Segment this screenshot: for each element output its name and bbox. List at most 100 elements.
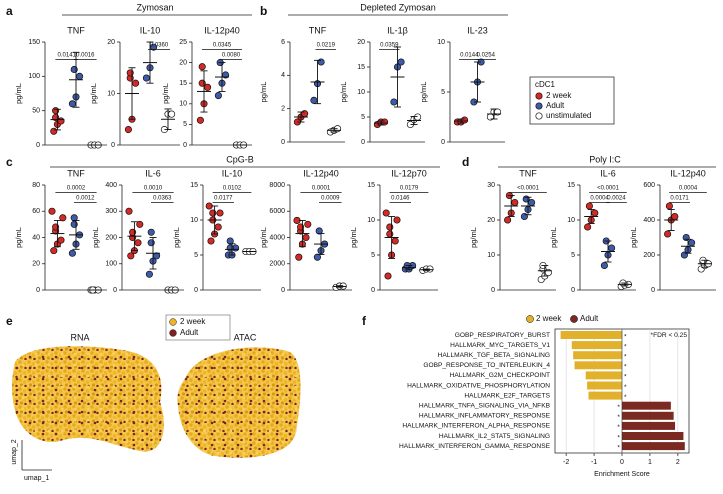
p-value: 0.0102 [223, 186, 242, 192]
data-point [504, 216, 512, 224]
umap-legend-box [165, 314, 231, 341]
legend-label: unstimulated [546, 111, 591, 120]
y-axis-label: pg/mL [259, 82, 268, 103]
bar [622, 411, 674, 420]
bar [622, 442, 685, 451]
y-tick-label: 25 [179, 39, 187, 46]
chart-title: IL-12p40 [204, 25, 240, 35]
data-point [317, 58, 325, 66]
y-tick-label: 10 [437, 39, 445, 46]
y-tick-label: 200 [643, 252, 655, 259]
category-label: GOBP_RESPIRATORY_BURST [455, 332, 550, 339]
legend-label: 2 week [180, 317, 206, 326]
data-point [48, 207, 56, 215]
umap-y-label: umap_2 [11, 439, 18, 464]
data-point [585, 202, 593, 210]
bar [587, 381, 622, 390]
significance: * [624, 343, 627, 350]
y-tick-label: 80 [32, 182, 40, 189]
p-value: 0.0024 [607, 196, 626, 202]
y-tick-label: 10 [567, 217, 575, 224]
y-tick-label: 10 [487, 252, 495, 259]
umap-x-label: umap_1 [24, 475, 49, 482]
y-tick-label: 50 [32, 108, 40, 115]
category-label: GOBP_RESPONSE_TO_INTERLEUKIN_4 [423, 362, 550, 369]
umap-title: ATAC [234, 332, 257, 342]
data-point [591, 209, 599, 217]
y-tick-label: 20 [32, 261, 40, 268]
data-point [393, 216, 401, 224]
panel-letter: f [362, 314, 367, 328]
category-label: HALLMARK_G2M_CHECKPOINT [450, 372, 550, 379]
data-point [168, 110, 176, 118]
legend-swatch [535, 92, 543, 100]
data-point [600, 261, 608, 270]
data-point [390, 98, 398, 106]
category-label: HALLMARK_E2F_TARGETS [464, 392, 550, 399]
data-point [381, 118, 389, 126]
y-tick-label: 0 [281, 287, 285, 294]
category-label: HALLMARK_IL2_STAT5_SIGNALING [439, 433, 550, 440]
category-label: HALLMARK_INFLAMMATORY_RESPONSE [419, 413, 551, 420]
x-tick-label: 0 [620, 459, 624, 466]
chart-title: TNF [67, 168, 85, 178]
data-point [461, 116, 469, 124]
chart-title: IL-1β [387, 25, 408, 35]
p-value: 0.0009 [321, 196, 340, 202]
p-value: 0.0363 [153, 196, 172, 202]
p-value: 0.0219 [317, 43, 336, 49]
legend-label: 2 week [546, 91, 572, 100]
y-axis-label: pg/mL [419, 82, 428, 103]
legend-swatch [535, 112, 543, 120]
panel-title: CpG-B [226, 154, 254, 164]
bar [574, 361, 622, 370]
x-tick-label: -1 [591, 459, 597, 466]
data-point [511, 198, 519, 207]
data-point [124, 126, 132, 134]
data-point [671, 212, 679, 221]
data-point [391, 237, 399, 245]
y-tick-label: 0 [36, 287, 40, 294]
panel-title: Depleted Zymosan [360, 2, 436, 12]
bar [622, 421, 676, 430]
y-tick-label: 0 [441, 139, 445, 146]
y-tick-label: 150 [28, 39, 40, 46]
y-tick-label: 15 [190, 182, 198, 189]
data-point [301, 110, 309, 118]
p-value: 0.0171 [670, 196, 689, 202]
data-point [397, 58, 405, 66]
chart-title: IL-23 [467, 25, 488, 35]
data-point [688, 239, 696, 247]
legend-label: Adult [580, 314, 599, 323]
chart-title: TNF [519, 168, 537, 178]
chart-title: TNF [309, 25, 327, 35]
data-point [127, 252, 135, 260]
legend-swatch [169, 318, 177, 326]
legend-swatch [526, 315, 534, 323]
chart-title: IL-6 [600, 168, 616, 178]
category-label: HALLMARK_OXIDATIVE_PHOSPHORYLATION [407, 382, 550, 389]
y-tick-label: 10 [107, 90, 115, 97]
x-tick-label: -2 [563, 459, 569, 466]
data-point [315, 227, 323, 235]
data-point [304, 220, 312, 228]
y-tick-label: 10 [179, 101, 187, 108]
y-tick-label: 10 [367, 217, 375, 224]
category-label: HALLMARK_INTERFERON_ALPHA_RESPONSE [402, 423, 550, 430]
p-value: 0.0141 [58, 53, 77, 59]
y-tick-label: 5 [571, 252, 575, 259]
y-tick-label: 0 [571, 287, 575, 294]
y-tick-label: 6 [281, 39, 285, 46]
p-value: 0.0254 [477, 53, 496, 59]
y-tick-label: 400 [105, 182, 117, 189]
panel-title: Poly I:C [589, 154, 621, 164]
significance: * [617, 444, 620, 451]
chart-title: IL-12p40 [303, 168, 339, 178]
y-axis-label: pg/mL [469, 227, 478, 248]
panel-letter: c [6, 155, 13, 169]
bar [571, 341, 622, 350]
data-point [147, 228, 155, 236]
y-axis-label: pg/mL [629, 227, 638, 248]
legend-title: cDC1 [535, 80, 556, 89]
